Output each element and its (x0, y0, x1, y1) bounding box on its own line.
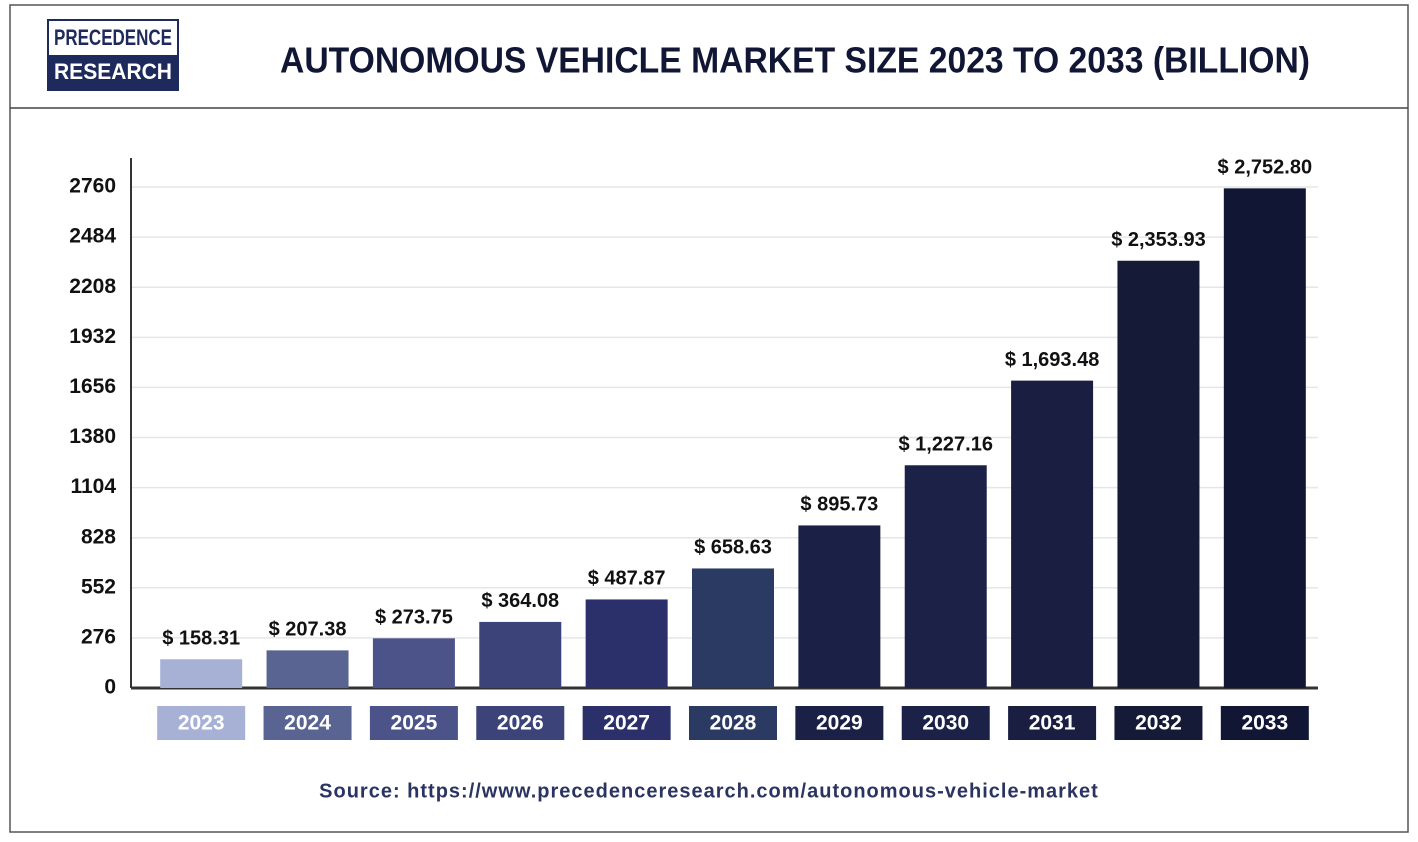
bar (1223, 188, 1306, 688)
bar (372, 638, 455, 688)
x-tick-label: 2025 (391, 712, 438, 735)
y-tick-label: 1104 (70, 475, 116, 498)
category-box (689, 706, 777, 740)
value-label: $ 364.08 (481, 590, 559, 612)
y-tick-label: 2760 (69, 175, 116, 198)
category-box (582, 706, 671, 740)
value-label: $ 487.87 (588, 568, 666, 590)
value-label: $ 273.75 (375, 607, 453, 629)
y-tick-label: 828 (81, 525, 116, 548)
y-tick-label: 552 (81, 575, 116, 598)
x-tick-label: 2031 (1029, 712, 1076, 735)
y-tick-label: 2208 (69, 275, 116, 298)
x-tick-label: 2033 (1241, 712, 1288, 735)
category-box (157, 706, 246, 740)
value-label: $ 1,693.48 (1005, 349, 1100, 371)
y-tick-label: 2484 (69, 225, 116, 248)
x-tick-label: 2023 (178, 712, 225, 735)
logo-text: PRECEDENCE (54, 25, 172, 50)
category-box (369, 706, 458, 740)
category-box (1114, 706, 1203, 740)
x-tick-label: 2029 (816, 712, 863, 735)
bar (904, 465, 987, 688)
value-label: $ 207.38 (269, 619, 347, 641)
bar (1011, 380, 1094, 688)
x-tick-label: 2032 (1135, 712, 1182, 735)
bar (585, 599, 668, 688)
bar (798, 525, 881, 688)
category-box (1220, 706, 1309, 740)
value-label: $ 658.63 (694, 537, 772, 559)
bar (479, 621, 562, 688)
category-box (795, 706, 884, 740)
category-box (1008, 706, 1097, 740)
bar (1117, 260, 1200, 688)
logo-text: RESEARCH (54, 59, 172, 84)
x-tick-label: 2024 (284, 712, 331, 735)
x-tick-label: 2030 (922, 712, 969, 735)
bar (692, 568, 774, 688)
value-label: $ 2,752.80 (1218, 157, 1313, 179)
logo-band (48, 55, 178, 90)
value-label: $ 1,227.16 (898, 434, 993, 456)
chart-title: AUTONOMOUS VEHICLE MARKET SIZE 2023 TO 2… (280, 40, 1310, 81)
y-tick-label: 276 (81, 625, 116, 648)
category-box (476, 706, 565, 740)
y-tick-label: 1380 (69, 425, 116, 448)
category-box (901, 706, 990, 740)
value-label: $ 895.73 (800, 494, 878, 516)
y-tick-label: 0 (104, 676, 116, 699)
value-label: $ 158.31 (162, 628, 240, 650)
x-tick-label: 2027 (603, 712, 650, 735)
category-box (263, 706, 352, 740)
source-note: Source: https://www.precedenceresearch.c… (319, 780, 1099, 802)
value-label: $ 2,353.93 (1111, 229, 1206, 251)
x-tick-label: 2026 (497, 712, 544, 735)
bar (160, 659, 243, 688)
y-tick-label: 1656 (69, 375, 116, 398)
y-tick-label: 1932 (69, 325, 116, 348)
bar (266, 650, 349, 688)
x-tick-label: 2028 (710, 712, 757, 735)
